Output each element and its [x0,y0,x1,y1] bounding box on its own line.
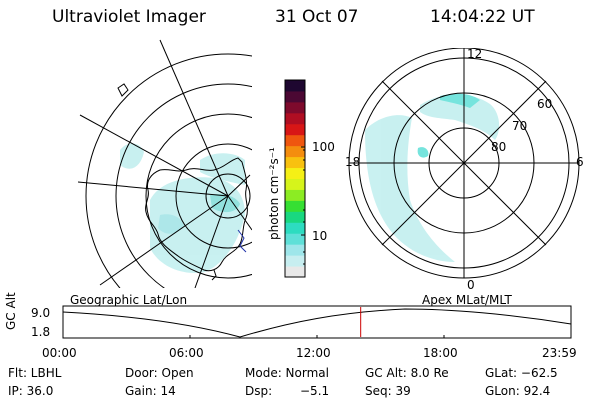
mlt-0-label: 0 [467,278,475,292]
colorbar-cell [285,156,305,169]
colorbar-unit-label: photon cm⁻²s⁻¹ [267,147,281,240]
apex-panel-label: Apex MLat/MLT [422,293,512,307]
seq-info: Seq: 39 [365,384,411,398]
colorbar-cell [285,200,305,212]
altitude-axis-label: GC Alt [4,292,18,330]
altitude-ytick-high: 9.0 [31,306,51,320]
colorbar-tick-10: 10 [312,229,328,243]
geo-emission [120,143,245,273]
glat-info: GLat: −62.5 [485,366,558,380]
timeline-tick-2: 12:00 [296,346,331,360]
colorbar-cell [285,222,305,234]
altitude-ytick-low: 1.8 [31,325,51,339]
colorbar-cell [285,266,305,278]
mlat-60-label: 60 [537,97,553,111]
altitude-curve [62,308,572,338]
timeline-tick-1: 06:00 [169,346,204,360]
colorbar-cell [285,255,305,267]
colorbar-cells [285,80,305,278]
timeline-tick-4: 23:59 [542,346,577,360]
gc-alt-info: GC Alt: 8.0 Re [365,366,449,380]
colorbar-cell [285,90,305,103]
colorbar-cell [285,189,305,201]
colorbar-cell [285,211,305,223]
altitude-plot [62,305,572,339]
glon-info: GLon: 92.4 [485,384,551,398]
dsp-value: −5.1 [300,384,330,398]
geographic-map [78,39,252,288]
mlat-70-label: 70 [512,119,528,133]
mlt-12-label: 12 [467,47,483,61]
colorbar-cell [285,134,305,147]
colorbar-cell [285,167,305,179]
mode-info: Mode: Normal [245,366,329,380]
timeline-tick-3: 18:00 [423,346,458,360]
colorbar-tick-100: 100 [312,140,335,154]
time-label: 14:04:22 UT [430,7,535,27]
apex-emission [365,93,500,262]
colorbar-cell [285,244,305,256]
mlat-80-label: 80 [491,140,507,154]
colorbar-cell [285,178,305,190]
gain-info: Gain: 14 [125,384,176,398]
mlt-18-label: 18 [345,155,361,169]
colorbar-cell [285,101,305,114]
instrument-title: Ultraviolet Imager [52,7,206,27]
colorbar-cell [285,112,305,125]
colorbar-cell [285,233,305,245]
colorbar-cell [285,145,305,158]
geo-panel-label: Geographic Lat/Lon [70,293,188,307]
timeline-tick-0: 00:00 [42,346,77,360]
date-label: 31 Oct 07 [275,7,359,27]
coastline [145,157,248,272]
apex-polar-plot [348,48,580,279]
colorbar-cell [285,123,305,136]
ip-info: IP: 36.0 [8,384,54,398]
filter-info: Flt: LBHL [8,366,62,380]
colorbar: photon cm⁻²s⁻¹ [267,79,306,278]
colorbar-cell [285,80,305,92]
door-info: Door: Open [125,366,194,380]
mlt-6-label: 6 [576,155,584,169]
dsp-label: Dsp: [245,384,273,398]
